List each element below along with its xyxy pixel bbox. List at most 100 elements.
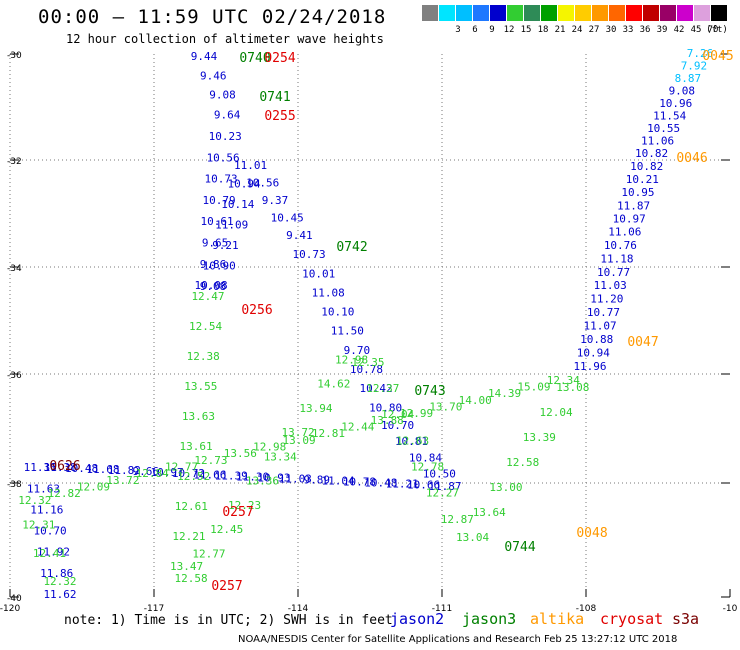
latitude-label: -40 bbox=[7, 594, 22, 604]
wave-height-value: 13.08 bbox=[556, 381, 589, 394]
wave-height-value: 12.52 bbox=[177, 470, 210, 483]
wave-height-value: 11.87 bbox=[617, 199, 650, 212]
wave-height-value: 11.82 bbox=[108, 464, 141, 477]
wave-height-value: 10.78 bbox=[350, 363, 383, 376]
wave-height-value: 10.70 bbox=[34, 525, 67, 538]
wave-height-value: 11.04 bbox=[322, 475, 355, 488]
wave-height-value: 9.89 bbox=[303, 473, 330, 486]
wave-height-value: 10.80 bbox=[369, 401, 402, 414]
latitude-label: -32 bbox=[7, 157, 22, 167]
map-title: 00:00 – 11:59 UTC 02/24/2018 bbox=[38, 6, 387, 28]
wave-height-value: 11.01 bbox=[234, 159, 267, 172]
wave-height-value: 9.21 bbox=[212, 239, 239, 252]
wave-height-value: 10.73 bbox=[205, 173, 238, 186]
scale-swatch bbox=[507, 5, 523, 21]
wave-height-value: 12.45 bbox=[210, 523, 243, 536]
wave-height-value: 11.66 bbox=[193, 468, 226, 481]
pass-time-marker: 0626 bbox=[49, 459, 80, 474]
wave-height-value: 11.06 bbox=[608, 226, 641, 239]
scale-swatch bbox=[490, 5, 506, 21]
longitude-label: -10 bbox=[723, 604, 738, 614]
wave-height-value: 10.82 bbox=[630, 160, 663, 173]
wave-height-value: 11.20 bbox=[590, 293, 623, 306]
wave-height-value: 9.86 bbox=[200, 258, 227, 271]
wave-height-value: 9.46 bbox=[200, 69, 227, 82]
scale-label: 15 bbox=[520, 25, 532, 35]
credit-footer: NOAA/NESDIS Center for Satellite Applica… bbox=[238, 634, 678, 645]
wave-height-value: 10.76 bbox=[604, 239, 637, 252]
pass-time-marker: 0741 bbox=[259, 90, 290, 105]
wave-height-value: 13.88 bbox=[371, 414, 404, 427]
scale-swatch bbox=[643, 5, 659, 21]
wave-height-value: 13.64 bbox=[473, 506, 506, 519]
scale-label: 18 bbox=[537, 25, 549, 35]
wave-height-value: 10.94 bbox=[577, 347, 610, 360]
wave-height-value: 10.70 bbox=[381, 419, 414, 432]
scale-label: 9 bbox=[489, 25, 495, 35]
wave-height-value: 12.81 bbox=[312, 427, 345, 440]
wave-height-value: 12.98 bbox=[253, 441, 286, 454]
wave-height-value: 12.82 bbox=[48, 487, 81, 500]
wave-height-value: 13.94 bbox=[299, 402, 332, 415]
wave-height-value: 13.39 bbox=[523, 431, 556, 444]
scale-unit-label: (ft) bbox=[706, 25, 728, 35]
scale-swatch bbox=[677, 5, 693, 21]
wave-height-value: 10.72 bbox=[172, 467, 205, 480]
wave-height-value: 11.03 bbox=[594, 279, 627, 292]
wave-height-value: 12.31 bbox=[22, 519, 55, 532]
wave-height-value: 9.08 bbox=[669, 84, 696, 97]
wave-height-value: 11.30 bbox=[236, 470, 269, 483]
wave-height-value: 10.96 bbox=[659, 97, 692, 110]
wave-height-value: 11.96 bbox=[573, 360, 606, 373]
pass-time-marker: 0740 bbox=[239, 51, 270, 66]
wave-height-value: 12.41 bbox=[33, 547, 66, 560]
wave-height-value: 11.50 bbox=[331, 325, 364, 338]
wave-height-value: 10.84 bbox=[409, 451, 442, 464]
wave-height-value: 9.64 bbox=[214, 109, 241, 122]
wave-height-value: 11.09 bbox=[215, 219, 248, 232]
wave-height-value: 9.65 bbox=[202, 237, 229, 250]
pass-time-marker: 0743 bbox=[414, 384, 445, 399]
wave-height-value: 12.99 bbox=[400, 407, 433, 420]
scale-swatch bbox=[473, 5, 489, 21]
wave-height-value: 10.50 bbox=[423, 468, 456, 481]
wave-height-value: 10.97 bbox=[613, 213, 646, 226]
legend-item-altika: altika bbox=[530, 610, 585, 628]
wave-height-value: 15.09 bbox=[517, 380, 550, 393]
scale-label: 36 bbox=[639, 25, 651, 35]
wave-height-value: 12.27 bbox=[426, 487, 459, 500]
scale-label: 6 bbox=[472, 25, 478, 35]
scale-swatch bbox=[439, 5, 455, 21]
wave-height-value: 10.23 bbox=[209, 130, 242, 143]
wave-height-value: 12.04 bbox=[540, 406, 573, 419]
wave-height-value: 10.56 bbox=[207, 151, 240, 164]
scale-swatch bbox=[524, 5, 540, 21]
wave-height-value: 7.26 bbox=[687, 47, 714, 60]
wave-height-value: 11.36 bbox=[24, 461, 57, 474]
longitude-label: -111 bbox=[432, 604, 452, 614]
legend-item-jason3: jason3 bbox=[462, 610, 517, 628]
wave-height-value: 10.81 bbox=[395, 435, 428, 448]
wave-height-value: 12.73 bbox=[194, 454, 227, 467]
scale-label: 42 bbox=[673, 25, 685, 35]
scale-swatch bbox=[575, 5, 591, 21]
wave-height-value: 9.66 bbox=[132, 465, 159, 478]
wave-height-value: 10.55 bbox=[647, 122, 680, 135]
wave-height-value: 12.87 bbox=[441, 513, 474, 526]
wave-height-value: 9.70 bbox=[344, 344, 371, 357]
scale-swatch bbox=[456, 5, 472, 21]
wave-height-value: 11.92 bbox=[37, 546, 70, 559]
latitude-label: -36 bbox=[7, 371, 22, 381]
wave-height-value: 10.94 bbox=[228, 178, 261, 191]
wave-height-value: 12.37 bbox=[366, 382, 399, 395]
pass-time-marker: 0045 bbox=[702, 49, 733, 64]
wave-height-value: 12.98 bbox=[335, 353, 368, 366]
wave-height-value: 13.72 bbox=[282, 426, 315, 439]
wave-height-value: 10.48 bbox=[364, 477, 397, 490]
wave-height-value: 9.08 bbox=[209, 89, 236, 102]
wave-height-value: 11.03 bbox=[279, 472, 312, 485]
scale-swatch bbox=[660, 5, 676, 21]
wave-height-value: 10.66 bbox=[407, 479, 440, 492]
longitude-label: -120 bbox=[0, 604, 20, 614]
wave-height-value: 12.47 bbox=[191, 290, 224, 303]
